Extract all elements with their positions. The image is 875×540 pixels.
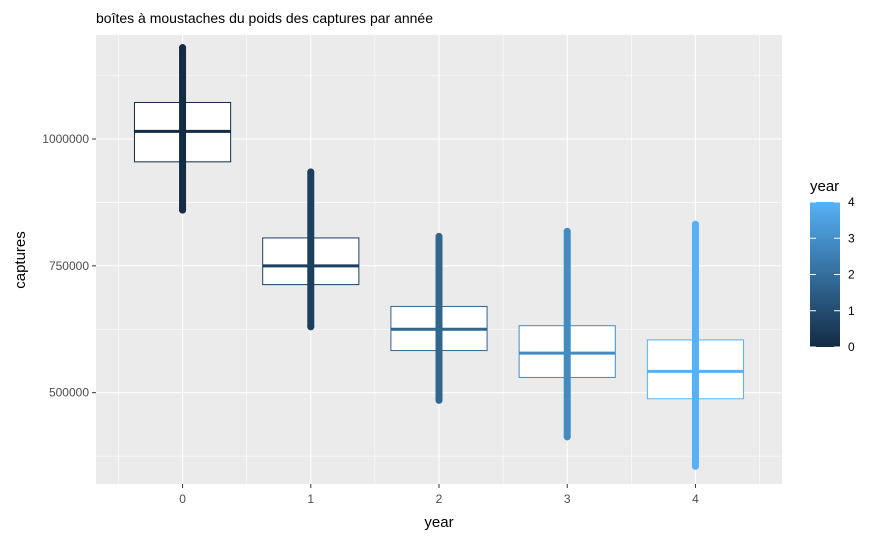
max-point-4 [691,220,699,228]
legend-tick-label: 3 [848,231,855,245]
max-point-1 [307,168,315,176]
x-axis-title: year [424,514,453,531]
axes: 500000 750000 1000000 0 1 2 3 4 [42,132,699,506]
legend-ticks: 0 1 2 3 4 [810,195,855,354]
legend: year 0 1 2 3 4 [810,178,855,354]
x-tick-label: 2 [436,492,443,506]
legend-tick-label: 4 [848,195,855,209]
legend-tick-label: 0 [848,340,855,354]
x-tick-label: 4 [692,492,699,506]
min-point-3 [563,433,571,441]
max-point-3 [563,227,571,235]
box-layer [133,44,745,470]
y-tick-label: 500000 [49,386,89,400]
min-point-2 [435,396,443,404]
legend-title: year [810,178,839,195]
legend-tick-label: 1 [848,304,855,318]
chart-title: boîtes à moustaches du poids des capture… [96,10,433,26]
y-tick-label: 1000000 [42,132,89,146]
max-point-0 [179,44,187,52]
y-axis-title: captures [12,231,29,289]
min-point-1 [307,323,315,331]
legend-tick-label: 2 [848,268,855,282]
y-tick-label: 750000 [49,259,89,273]
x-tick-label: 3 [564,492,571,506]
min-point-4 [691,462,699,470]
min-point-0 [179,206,187,214]
x-tick-label: 1 [307,492,314,506]
x-tick-label: 0 [179,492,186,506]
max-point-2 [435,232,443,240]
